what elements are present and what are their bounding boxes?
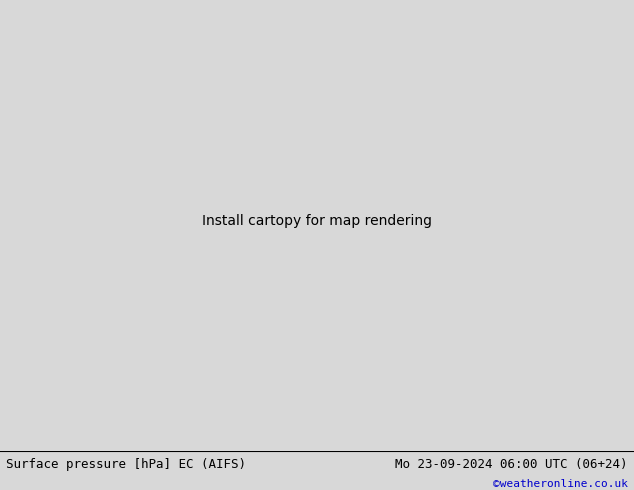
Text: Mo 23-09-2024 06:00 UTC (06+24): Mo 23-09-2024 06:00 UTC (06+24) bbox=[395, 458, 628, 471]
Text: Surface pressure [hPa] EC (AIFS): Surface pressure [hPa] EC (AIFS) bbox=[6, 458, 247, 471]
Text: ©weatheronline.co.uk: ©weatheronline.co.uk bbox=[493, 479, 628, 489]
Text: Install cartopy for map rendering: Install cartopy for map rendering bbox=[202, 215, 432, 228]
